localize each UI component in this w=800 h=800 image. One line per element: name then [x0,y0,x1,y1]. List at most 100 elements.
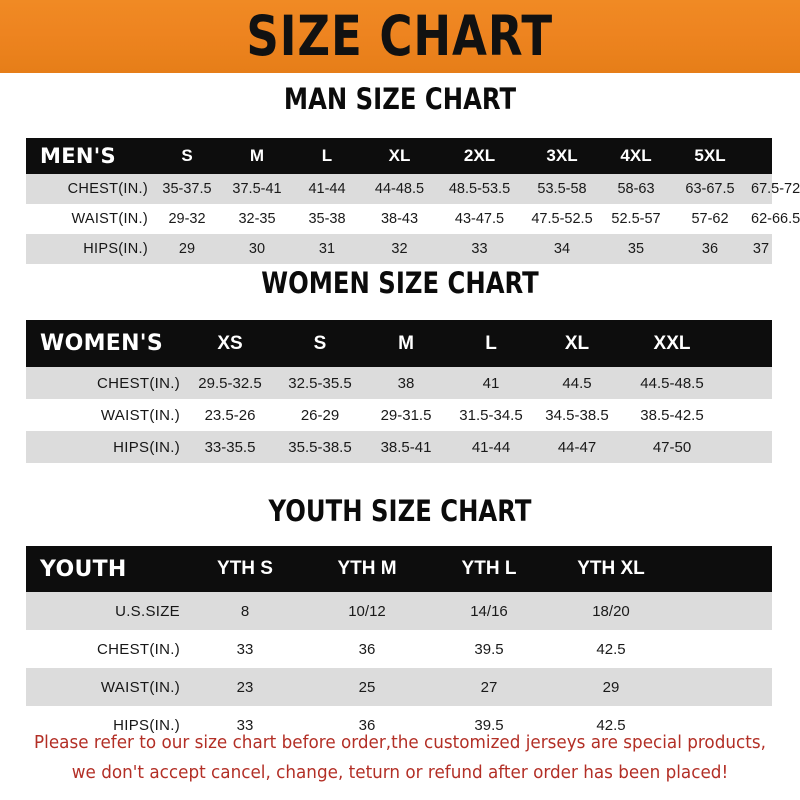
man-col-0: S [181,146,193,165]
women-cell-2-0: 33-35.5 [204,438,256,456]
table-row: CHEST(IN.) 35-37.5 37.5-41 41-44 44-48.5… [26,174,800,204]
youth-cell-0-2: 14/16 [470,602,508,620]
youth-section-title: YOUTH SIZE CHART [268,494,532,529]
women-cell-0-3: 41 [482,374,500,392]
women-cell-0-4: 44.5 [562,374,592,392]
man-col-7: 5XL [694,146,726,165]
women-col-3: L [485,332,497,354]
man-cell-1-6: 52.5-57 [611,211,661,227]
women-cell-2-3: 41-44 [471,438,511,456]
youth-row-1-label: CHEST(IN.) [97,640,180,658]
women-cell-1-5: 38.5-42.5 [640,406,704,424]
page-banner: SIZE CHART [0,0,800,73]
youth-col-1: YTH M [337,558,397,579]
youth-col-2: YTH L [461,558,517,579]
women-col-5: XXL [653,332,691,354]
youth-row-0-label: U.S.SIZE [115,602,180,620]
man-cell-2-8: 37 [752,241,770,257]
man-cell-0-5: 53.5-58 [537,181,587,197]
youth-row-3-label: HIPS(IN.) [113,716,180,734]
man-col-1: M [249,146,265,165]
man-row-0-label: CHEST(IN.) [67,181,148,197]
footer-line-2: we don't accept cancel, change, teturn o… [71,763,729,783]
man-col-3: XL [388,146,411,165]
women-cell-0-spacer [724,367,772,399]
youth-cell-3-1: 36 [358,716,376,734]
women-col-4: XL [564,332,590,354]
man-cell-1-8: 62-66.5 [751,211,800,227]
women-cell-2-1: 35.5-38.5 [288,438,352,456]
table-row: HIPS(IN.) 33-35.5 35.5-38.5 38.5-41 41-4… [26,431,772,463]
man-cell-0-7: 63-67.5 [685,181,735,197]
man-cell-0-4: 48.5-53.5 [448,181,511,197]
women-header-label: WOMEN'S [40,331,163,356]
man-col-4: 2XL [463,146,496,165]
youth-header-label: YOUTH [40,556,127,582]
youth-cell-1-1: 36 [358,640,376,658]
youth-cell-0-spacer [672,592,772,630]
women-cell-1-spacer [724,399,772,431]
women-size-table: WOMEN'S XS S M L XL XXL CHEST(IN.) 29.5-… [26,320,772,463]
women-section-title: WOMEN SIZE CHART [261,266,539,301]
man-col-5: 3XL [546,146,578,165]
youth-col-spacer [672,546,772,592]
youth-cell-2-1: 25 [358,678,376,696]
women-cell-1-2: 29-31.5 [380,406,432,424]
table-row: CHEST(IN.) 29.5-32.5 32.5-35.5 38 41 44.… [26,367,772,399]
youth-row-2-label: WAIST(IN.) [100,678,180,696]
man-col-spacer [750,138,772,174]
youth-cell-2-spacer [672,668,772,706]
youth-size-table: YOUTH YTH S YTH M YTH L YTH XL U.S.SIZE … [26,546,772,744]
man-cell-2-3: 32 [391,241,408,257]
man-row-1-label: WAIST(IN.) [71,211,148,227]
man-cell-2-5: 34 [553,241,571,257]
women-col-0: XS [217,332,243,354]
women-cell-0-5: 44.5-48.5 [640,374,704,392]
women-cell-0-1: 32.5-35.5 [288,374,352,392]
youth-col-0: YTH S [217,558,273,579]
man-cell-1-3: 38-43 [380,211,419,227]
table-row: U.S.SIZE 8 10/12 14/16 18/20 [26,592,772,630]
man-row-2-label: HIPS(IN.) [83,241,148,257]
women-table-header-row: WOMEN'S XS S M L XL XXL [26,320,772,367]
youth-cell-1-spacer [672,630,772,668]
women-col-1: S [313,332,327,354]
women-row-2-label: HIPS(IN.) [113,438,180,456]
youth-cell-2-0: 23 [236,678,254,696]
table-row: HIPS(IN.) 29 30 31 32 33 34 35 36 37 [26,234,772,264]
man-cell-0-8: 67.5-72 [751,181,800,197]
youth-cell-0-3: 18/20 [592,602,630,620]
man-cell-2-1: 30 [248,241,266,257]
footer-disclaimer: Please refer to our size chart before or… [16,728,784,788]
man-cell-1-7: 57-62 [691,211,729,227]
youth-cell-3-0: 33 [236,716,254,734]
youth-cell-2-3: 29 [602,678,620,696]
table-row: HIPS(IN.) 33 36 39.5 42.5 [26,706,772,744]
man-cell-1-5: 47.5-52.5 [531,211,593,227]
women-row-1-label: WAIST(IN.) [100,406,180,424]
man-col-2: L [321,146,333,165]
man-col-6: 4XL [620,146,652,165]
man-cell-0-3: 44-48.5 [374,181,425,197]
footer-line-1: Please refer to our size chart before or… [34,733,766,753]
man-section-title: MAN SIZE CHART [283,82,517,117]
women-cell-2-spacer [724,431,772,463]
youth-col-3: YTH XL [577,558,645,579]
man-cell-2-6: 35 [627,241,645,257]
man-cell-0-1: 37.5-41 [232,181,282,197]
youth-cell-3-2: 39.5 [474,716,504,734]
youth-cell-1-0: 33 [236,640,254,658]
man-table-header-row: MEN'S S M L XL 2XL 3XL 4XL 5XL [26,138,772,174]
youth-cell-0-1: 10/12 [348,602,386,620]
man-cell-1-0: 29-32 [168,211,206,227]
man-cell-1-4: 43-47.5 [454,211,505,227]
youth-table-header-row: YOUTH YTH S YTH M YTH L YTH XL [26,546,772,592]
man-cell-2-2: 31 [318,241,336,257]
women-cell-0-0: 29.5-32.5 [198,374,262,392]
women-col-spacer [724,320,772,367]
man-cell-0-0: 35-37.5 [162,181,212,197]
table-row: WAIST(IN.) 23 25 27 29 [26,668,772,706]
man-cell-2-7: 36 [701,241,719,257]
table-row: CHEST(IN.) 33 36 39.5 42.5 [26,630,772,668]
